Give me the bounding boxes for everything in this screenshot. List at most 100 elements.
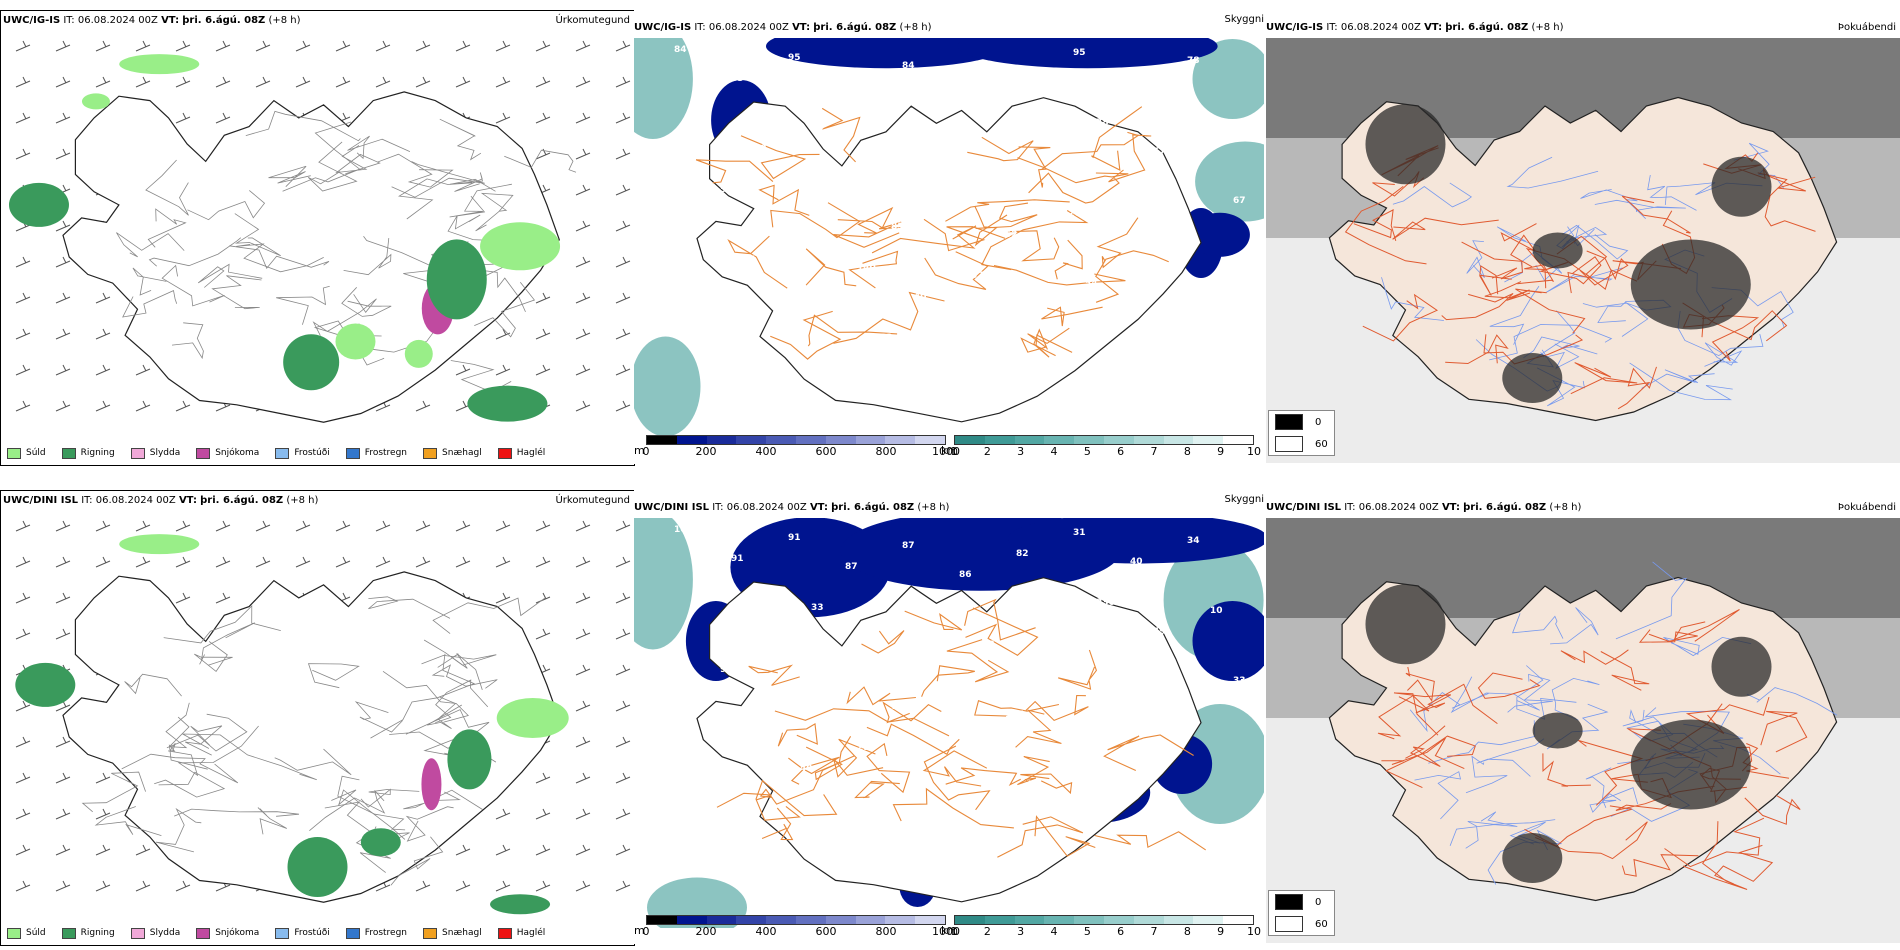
panel-header: UWC/IG-IS IT: 06.08.2024 00Z VT: þri. 6.… [634, 22, 932, 33]
cloudbase-value: 52 [1005, 230, 1018, 240]
cloudbase-value: 37 [743, 735, 756, 745]
cloudbase-value: 32 [868, 152, 881, 162]
cloudbase-value: 33 [1028, 300, 1041, 310]
panel-title: Þokuábendi [1837, 22, 1896, 33]
legend-label: Rigning [80, 928, 115, 938]
cloudbase-value: 54 [1085, 279, 1098, 289]
panel-title: Þokuábendi [1837, 502, 1896, 513]
cloudbase-value: 81 [925, 611, 938, 621]
cloudbase-value: 75 [868, 632, 881, 642]
cloudbase-value: 31 [914, 772, 927, 782]
precip-panel-row1: UWC/IG-IS IT: 06.08.2024 00Z VT: þri. 6.… [0, 10, 635, 466]
cloudbase-value: 32 [1016, 69, 1029, 79]
cloudbase-value: 34 [823, 354, 836, 364]
legend-label: Slydda [149, 928, 181, 938]
tick-label: 200 [695, 925, 717, 938]
cloudbase-value: 140 [857, 263, 876, 273]
cloudbase-value: 87 [902, 541, 915, 551]
cloudbase-value: 84 [902, 61, 915, 71]
cloudbase-value: 44 [754, 624, 767, 634]
legend-swatch [275, 447, 290, 459]
cloudbase-value: 74 [1039, 619, 1052, 629]
legend-label: Frostregn [364, 928, 408, 938]
legend-swatch [7, 927, 21, 939]
legend-label: Súld [26, 928, 46, 938]
cloudbase-colorbar: 0 200 400 600 800 1000 [642, 435, 960, 459]
cloudbase-value: 40 [1142, 258, 1155, 268]
cloudbase-value: 83 [697, 115, 710, 125]
tick-label: 600 [815, 925, 837, 938]
cloudbase-value: 34 [1187, 536, 1200, 546]
panel-title: Úrkomutegund [555, 15, 630, 26]
cloudbase-value: 83 [891, 222, 904, 232]
legend-swatch [423, 927, 438, 939]
cloudbase-value: 110 [1199, 287, 1218, 297]
cloudbase-value: 29 [1165, 328, 1178, 338]
precip-map [15, 520, 631, 915]
legend-item: Slydda [130, 927, 181, 939]
cloudbase-value: 126 [1062, 209, 1081, 219]
tick-label: 800 [875, 445, 897, 458]
cloudbase-map: 84 83 95 86 84 89 32 95 84 78 83 38 34 32 37 74 80 78 57 38… [634, 38, 1264, 437]
tick-label: 6 [1117, 925, 1125, 938]
tick-label: 5 [1083, 445, 1091, 458]
panel-header: UWC/IG-IS IT: 06.08.2024 00Z VT: þri. 6.… [1266, 22, 1564, 33]
tick-label: 0 [642, 445, 650, 458]
fog-legend: 0 60 [1268, 410, 1335, 456]
legend-item: Frostregn [345, 927, 408, 939]
legend-label: Rigning [80, 448, 115, 458]
tick-label: 7 [1150, 445, 1158, 458]
legend-swatch [7, 447, 21, 459]
cloudbase-value: 33 [1233, 676, 1246, 686]
cloudbase-value: 34 [811, 123, 824, 133]
cloudbase-value: 32 [880, 333, 893, 343]
cloudbase-value: 54 [948, 201, 961, 211]
panel-title: Skyggni [1224, 494, 1264, 505]
cloudbase-value: 39 [696, 266, 709, 276]
tick-label: 1000 [932, 925, 960, 938]
cloudbase-value: 49 [1153, 627, 1166, 637]
cloudbase-value: 82 [1016, 549, 1029, 559]
legend-label: Haglél [516, 928, 546, 938]
fog-legend-label: 60 [1315, 438, 1328, 450]
fog-legend-swatch [1275, 894, 1303, 910]
tick-label: 10 [1247, 925, 1261, 938]
cloudbase-value: 83 [731, 74, 744, 84]
legend-label: Snjókoma [215, 928, 260, 938]
precip-legend: Súld Rigning Slydda Snjókoma Frostúði Frostre… [7, 443, 561, 463]
tick-label: 1 [950, 925, 958, 938]
cloudbase-value: 107 [1005, 710, 1024, 720]
panel-title: Úrkomutegund [555, 495, 630, 506]
tick-label: 800 [875, 925, 897, 938]
panel-header: UWC/DINI ISL IT: 06.08.2024 00Z VT: þri.… [3, 495, 319, 506]
cloudbase-value: 29 [857, 743, 870, 753]
visibility-unit: km [941, 924, 959, 937]
cloudbase-value: 28 [777, 694, 790, 704]
cloudbase-value: 31 [1142, 738, 1155, 748]
cloudbase-value: 23 [971, 751, 984, 761]
cloudbase-value: 67 [1233, 196, 1246, 206]
tick-label: 1000 [932, 445, 960, 458]
legend-label: Snæhagl [442, 448, 482, 458]
tick-label: 7 [1150, 925, 1158, 938]
cloudbase-value: 86 [845, 82, 858, 92]
cloudbase-value: 77 [1051, 370, 1064, 380]
legend-item: Haglél [497, 447, 545, 459]
legend-swatch [345, 447, 360, 459]
fog-panel-row1: UWC/IG-IS IT: 06.08.2024 00Z VT: þri. 6.… [1266, 10, 1900, 464]
legend-swatch [497, 927, 512, 939]
tick-label: 400 [755, 925, 777, 938]
legend-item: Snjókoma [196, 927, 260, 939]
legend-swatch [275, 927, 290, 939]
legend-swatch [423, 447, 438, 459]
precip-legend: Súld Rigning Slydda Snjókoma Frostúði Frostre… [7, 923, 561, 943]
cloudbase-unit: m [634, 444, 645, 457]
legend-swatch [196, 927, 211, 939]
legend-label: Frostúði [294, 448, 330, 458]
cloudbase-value: 45 [766, 325, 779, 335]
cloudbase-value: 95 [1073, 48, 1086, 58]
legend-swatch [61, 447, 76, 459]
tick-label: 2 [983, 925, 991, 938]
legend-label: Frostúði [294, 928, 330, 938]
cloudbase-value: 80 [1039, 139, 1052, 149]
